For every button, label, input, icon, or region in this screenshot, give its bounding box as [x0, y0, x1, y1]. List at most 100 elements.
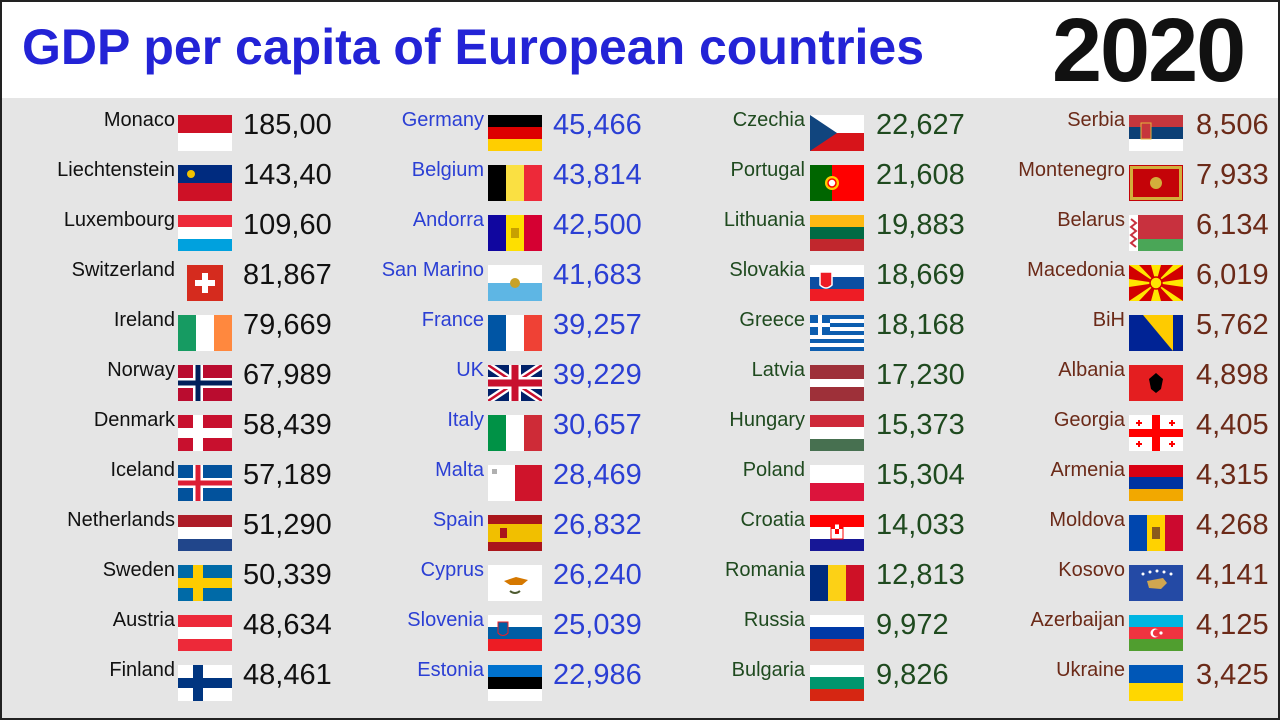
norway-flag-icon — [178, 365, 232, 401]
country-row: Montenegro 7,933 — [945, 153, 1280, 203]
country-row: UK 39,229 — [310, 353, 642, 403]
country-row: Armenia 4,315 — [945, 453, 1280, 503]
gdp-value: 9,826 — [876, 659, 949, 691]
austria-flag-icon — [178, 615, 232, 651]
country-row: Lithuania 19,883 — [630, 203, 965, 253]
country-row: Croatia 14,033 — [630, 503, 965, 553]
gdp-value: 6,019 — [1196, 259, 1269, 291]
germany-flag-icon — [488, 115, 542, 151]
country-name: Kosovo — [1058, 559, 1125, 581]
gdp-value: 48,461 — [243, 659, 332, 691]
country-row: Serbia 8,506 — [945, 103, 1280, 153]
gdp-value: 5,762 — [1196, 309, 1269, 341]
country-name: Switzerland — [71, 259, 175, 281]
country-name: Liechtenstein — [57, 159, 175, 181]
country-name: Italy — [447, 409, 484, 431]
gdp-value: 79,669 — [243, 309, 332, 341]
country-name: Monaco — [103, 109, 175, 131]
country-name: UK — [456, 359, 484, 381]
gdp-value: 21,608 — [876, 159, 965, 191]
gdp-value: 4,141 — [1196, 559, 1269, 591]
country-row: Romania 12,813 — [630, 553, 965, 603]
country-row: Slovenia 25,039 — [310, 603, 642, 653]
armenia-flag-icon — [1129, 465, 1183, 501]
country-name: Luxembourg — [63, 209, 175, 231]
country-row: Italy 30,657 — [310, 403, 642, 453]
country-row: Finland 48,461 — [0, 653, 332, 703]
country-name: Hungary — [729, 409, 805, 431]
country-row: Denmark 58,439 — [0, 403, 332, 453]
cyprus-flag-icon — [488, 565, 542, 601]
country-row: Belarus 6,134 — [945, 203, 1280, 253]
gdp-value: 4,898 — [1196, 359, 1269, 391]
gdp-value: 7,933 — [1196, 159, 1269, 191]
gdp-value: 28,469 — [553, 459, 642, 491]
country-row: Netherlands 51,290 — [0, 503, 332, 553]
country-row: Czechia 22,627 — [630, 103, 965, 153]
country-row: Georgia 4,405 — [945, 403, 1280, 453]
country-row: Hungary 15,373 — [630, 403, 965, 453]
hungary-flag-icon — [810, 415, 864, 451]
country-name: San Marino — [381, 259, 484, 281]
country-name: Estonia — [417, 659, 484, 681]
gdp-value: 26,240 — [553, 559, 642, 591]
malta-flag-icon — [488, 465, 542, 501]
country-row: Moldova 4,268 — [945, 503, 1280, 553]
country-name: Ukraine — [1056, 659, 1125, 681]
country-name: Slovenia — [407, 609, 484, 631]
country-row: BiH 5,762 — [945, 303, 1280, 353]
poland-flag-icon — [810, 465, 864, 501]
country-row: Bulgaria 9,826 — [630, 653, 961, 703]
iceland-flag-icon — [178, 465, 232, 501]
gdp-value: 4,405 — [1196, 409, 1269, 441]
belgium-flag-icon — [488, 165, 542, 201]
country-name: Malta — [435, 459, 484, 481]
portugal-flag-icon — [810, 165, 864, 201]
gdp-value: 18,168 — [876, 309, 965, 341]
country-row: San Marino 41,683 — [310, 253, 642, 303]
france-flag-icon — [488, 315, 542, 351]
country-row: Sweden 50,339 — [0, 553, 332, 603]
gdp-value: 4,125 — [1196, 609, 1269, 641]
country-name: Slovakia — [729, 259, 805, 281]
country-name: Montenegro — [1018, 159, 1125, 181]
uk-flag-icon — [488, 365, 542, 401]
gdp-value: 43,814 — [553, 159, 642, 191]
country-name: Netherlands — [67, 509, 175, 531]
country-name: Norway — [107, 359, 175, 381]
gdp-value: 185,00 — [243, 109, 332, 141]
gdp-value: 22,627 — [876, 109, 965, 141]
ukraine-flag-icon — [1129, 665, 1183, 701]
country-row: Greece 18,168 — [630, 303, 965, 353]
country-row: Azerbaijan 4,125 — [945, 603, 1280, 653]
country-row: Albania 4,898 — [945, 353, 1280, 403]
latvia-flag-icon — [810, 365, 864, 401]
greece-flag-icon — [810, 315, 864, 351]
macedonia-flag-icon — [1129, 265, 1183, 301]
country-name: Russia — [743, 609, 805, 631]
gdp-value: 67,989 — [243, 359, 332, 391]
country-name: Spain — [432, 509, 484, 531]
header: GDP per capita of European countries 202… — [0, 0, 1280, 101]
country-row: Norway 67,989 — [0, 353, 332, 403]
country-name: Iceland — [110, 459, 176, 481]
country-name: BiH — [1092, 309, 1125, 331]
serbia-flag-icon — [1129, 115, 1183, 151]
gdp-value: 109,60 — [243, 209, 332, 241]
monaco-flag-icon — [178, 115, 232, 151]
sweden-flag-icon — [178, 565, 232, 601]
country-name: Romania — [724, 559, 805, 581]
gdp-value: 3,425 — [1196, 659, 1269, 691]
gdp-value: 4,315 — [1196, 459, 1269, 491]
country-name: Albania — [1058, 359, 1125, 381]
country-row: Liechtenstein 143,40 — [0, 153, 332, 203]
country-name: Azerbaijan — [1030, 609, 1125, 631]
country-name: Andorra — [412, 209, 484, 231]
slovakia-flag-icon — [810, 265, 864, 301]
country-name: Poland — [742, 459, 805, 481]
gdp-value: 81,867 — [243, 259, 332, 291]
denmark-flag-icon — [178, 415, 232, 451]
gdp-value: 4,268 — [1196, 509, 1269, 541]
country-row: Spain 26,832 — [310, 503, 642, 553]
